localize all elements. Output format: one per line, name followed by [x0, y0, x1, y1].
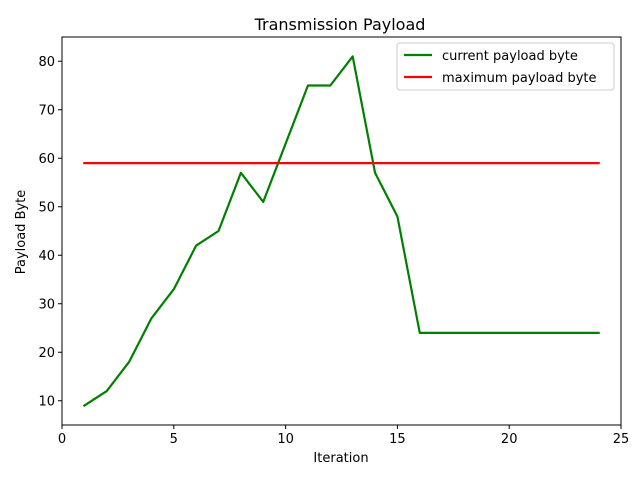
y-tick-label: 40: [38, 249, 55, 264]
y-tick-label: 50: [38, 200, 55, 215]
x-tick-label: 0: [58, 432, 66, 447]
y-tick-label: 70: [38, 103, 55, 118]
x-tick-label: 25: [613, 432, 630, 447]
y-tick-label: 80: [38, 55, 55, 70]
y-axis-label: Payload Byte: [14, 190, 29, 275]
legend-label-maximum: maximum payload byte: [442, 71, 597, 86]
x-tick-label: 10: [277, 432, 294, 447]
legend: current payload byte maximum payload byt…: [396, 42, 615, 91]
x-axis-label: Iteration: [313, 451, 368, 466]
x-tick-label: 5: [170, 432, 178, 447]
axes-frame: [61, 36, 622, 426]
x-tick-label: 15: [389, 432, 406, 447]
y-tick-label: 60: [38, 152, 55, 167]
series-lines: [82, 55, 600, 408]
y-tick-label: 30: [38, 297, 55, 312]
chart-title: Transmission Payload: [254, 15, 426, 34]
y-tick-label: 20: [38, 346, 55, 361]
legend-label-current: current payload byte: [442, 49, 578, 64]
series-line-current-payload: [82, 55, 600, 408]
x-tick-label: 20: [501, 432, 518, 447]
legend-box: [396, 42, 615, 91]
axis-ticks: 0 5 10 15 20 25 10 20 30 40 50 60 70 80: [38, 55, 629, 447]
y-tick-label: 10: [38, 394, 55, 409]
